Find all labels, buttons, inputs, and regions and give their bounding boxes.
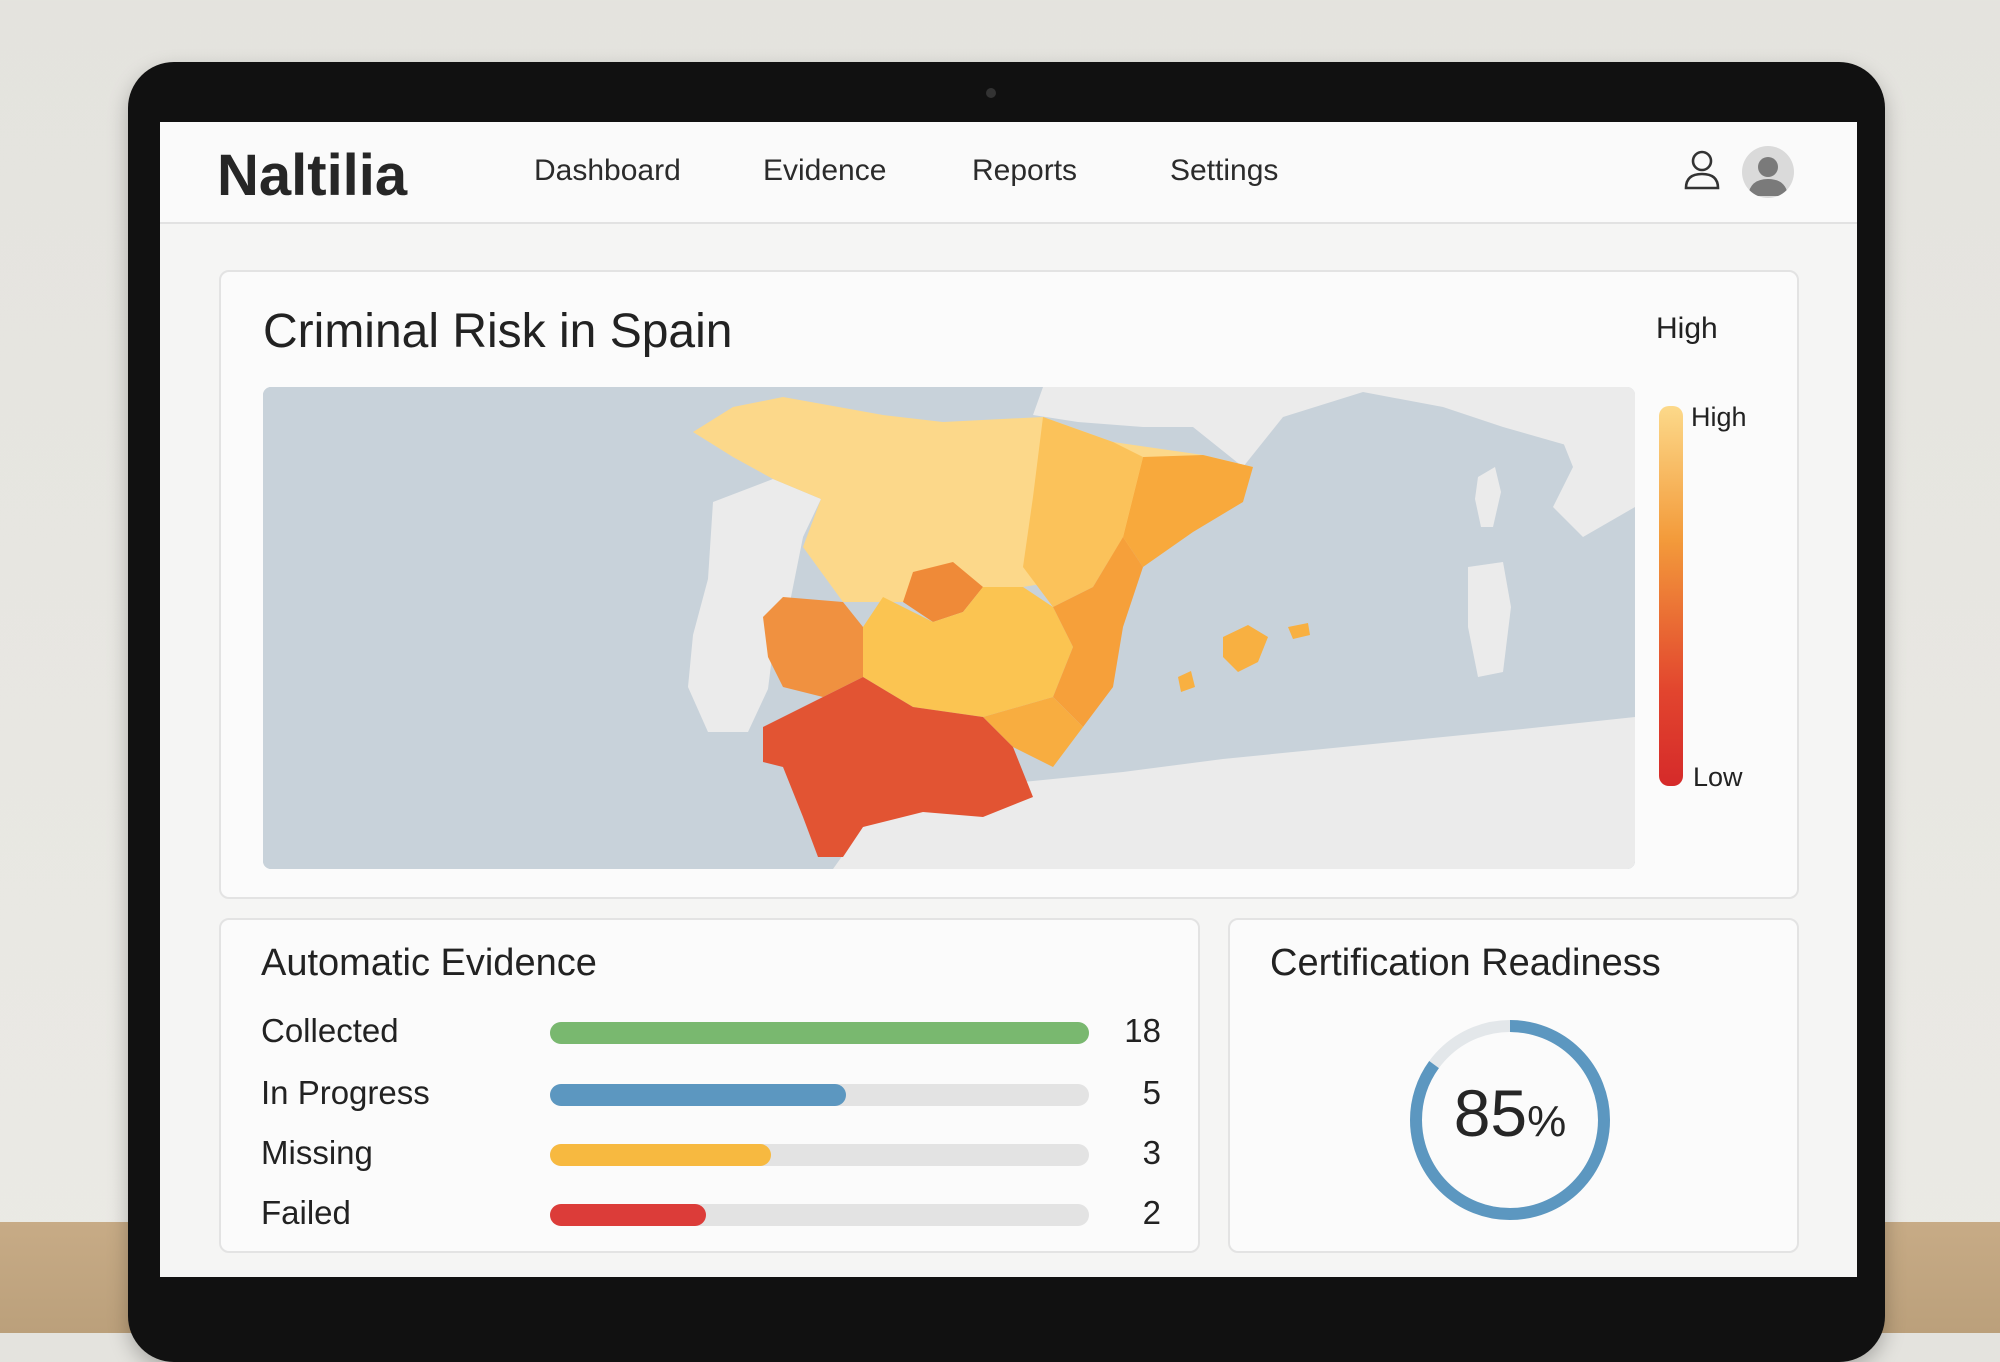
- webcam: [986, 88, 996, 98]
- app-screen: Naltilia Dashboard Evidence Reports Sett…: [160, 122, 1857, 1277]
- evidence-progress-failed: [550, 1204, 1089, 1226]
- avatar-icon: [1748, 157, 1788, 196]
- donut-progress-arc: [1410, 1020, 1610, 1220]
- readiness-percent: 85%: [1400, 1075, 1620, 1151]
- nav-link-evidence[interactable]: Evidence: [763, 154, 887, 187]
- nav-link-dashboard[interactable]: Dashboard: [534, 154, 681, 187]
- evidence-count-in-progress: 5: [1142, 1074, 1161, 1111]
- region-castilla-la-mancha[interactable]: [863, 587, 1073, 717]
- evidence-count-missing: 3: [1142, 1134, 1161, 1171]
- region-catalonia[interactable]: [1123, 455, 1253, 567]
- region-extremadura[interactable]: [763, 597, 863, 697]
- avatar[interactable]: [1742, 146, 1794, 198]
- region-murcia[interactable]: [983, 697, 1083, 767]
- map-svg: [263, 387, 1635, 869]
- evidence-count-failed: 2: [1142, 1194, 1161, 1231]
- evidence-fill-in-progress: [550, 1084, 847, 1106]
- readiness-unit: %: [1527, 1097, 1567, 1146]
- risk-level-label: High: [1656, 312, 1718, 345]
- user-icon[interactable]: [1682, 148, 1722, 192]
- evidence-progress-missing: [550, 1144, 1089, 1166]
- corsica-island: [1475, 467, 1501, 527]
- evidence-fill-failed: [550, 1204, 707, 1226]
- evidence-label-missing: Missing: [261, 1134, 373, 1171]
- region-madrid[interactable]: [903, 562, 983, 622]
- readiness-donut-chart: [1410, 1020, 1610, 1220]
- automatic-evidence-card: Automatic Evidence Collected 18 In Progr…: [219, 918, 1200, 1253]
- portugal-region: [688, 479, 821, 732]
- top-navigation: Naltilia Dashboard Evidence Reports Sett…: [160, 122, 1857, 224]
- evidence-fill-missing: [550, 1144, 771, 1166]
- region-valencia[interactable]: [1053, 537, 1143, 727]
- region-balearic-mallorca[interactable]: [1223, 625, 1268, 672]
- region-andalusia[interactable]: [763, 677, 1033, 857]
- readiness-value: 85: [1453, 1076, 1528, 1150]
- evidence-count-collected: 18: [1124, 1012, 1161, 1049]
- evidence-label-failed: Failed: [261, 1194, 351, 1231]
- legend-high-label: High: [1691, 402, 1747, 432]
- nav-link-reports[interactable]: Reports: [972, 154, 1078, 187]
- risk-legend-gradient: [1659, 406, 1683, 786]
- spain-risk-map[interactable]: [263, 387, 1635, 869]
- legend-low-label: Low: [1693, 762, 1743, 792]
- evidence-progress-collected: [550, 1022, 1089, 1044]
- region-balearic-menorca[interactable]: [1288, 623, 1310, 639]
- france-region: [1033, 387, 1635, 467]
- app-logo[interactable]: Naltilia: [217, 143, 408, 208]
- nav-link-settings[interactable]: Settings: [1170, 154, 1279, 187]
- region-aragon[interactable]: [1023, 417, 1143, 607]
- evidence-fill-collected: [550, 1022, 1089, 1044]
- evidence-label-in-progress: In Progress: [261, 1074, 430, 1111]
- evidence-title: Automatic Evidence: [261, 942, 597, 984]
- risk-map-title: Criminal Risk in Spain: [263, 305, 733, 358]
- certification-title: Certification Readiness: [1270, 942, 1661, 984]
- evidence-label-collected: Collected: [261, 1012, 399, 1049]
- region-balearic-ibiza[interactable]: [1178, 671, 1195, 692]
- italy-region: [1513, 387, 1635, 537]
- north-africa-region: [833, 717, 1635, 869]
- certification-readiness-card: Certification Readiness 85%: [1228, 918, 1799, 1253]
- evidence-progress-in-progress: [550, 1084, 1089, 1106]
- risk-map-card: Criminal Risk in Spain High: [219, 270, 1799, 899]
- sardinia-island: [1468, 562, 1511, 677]
